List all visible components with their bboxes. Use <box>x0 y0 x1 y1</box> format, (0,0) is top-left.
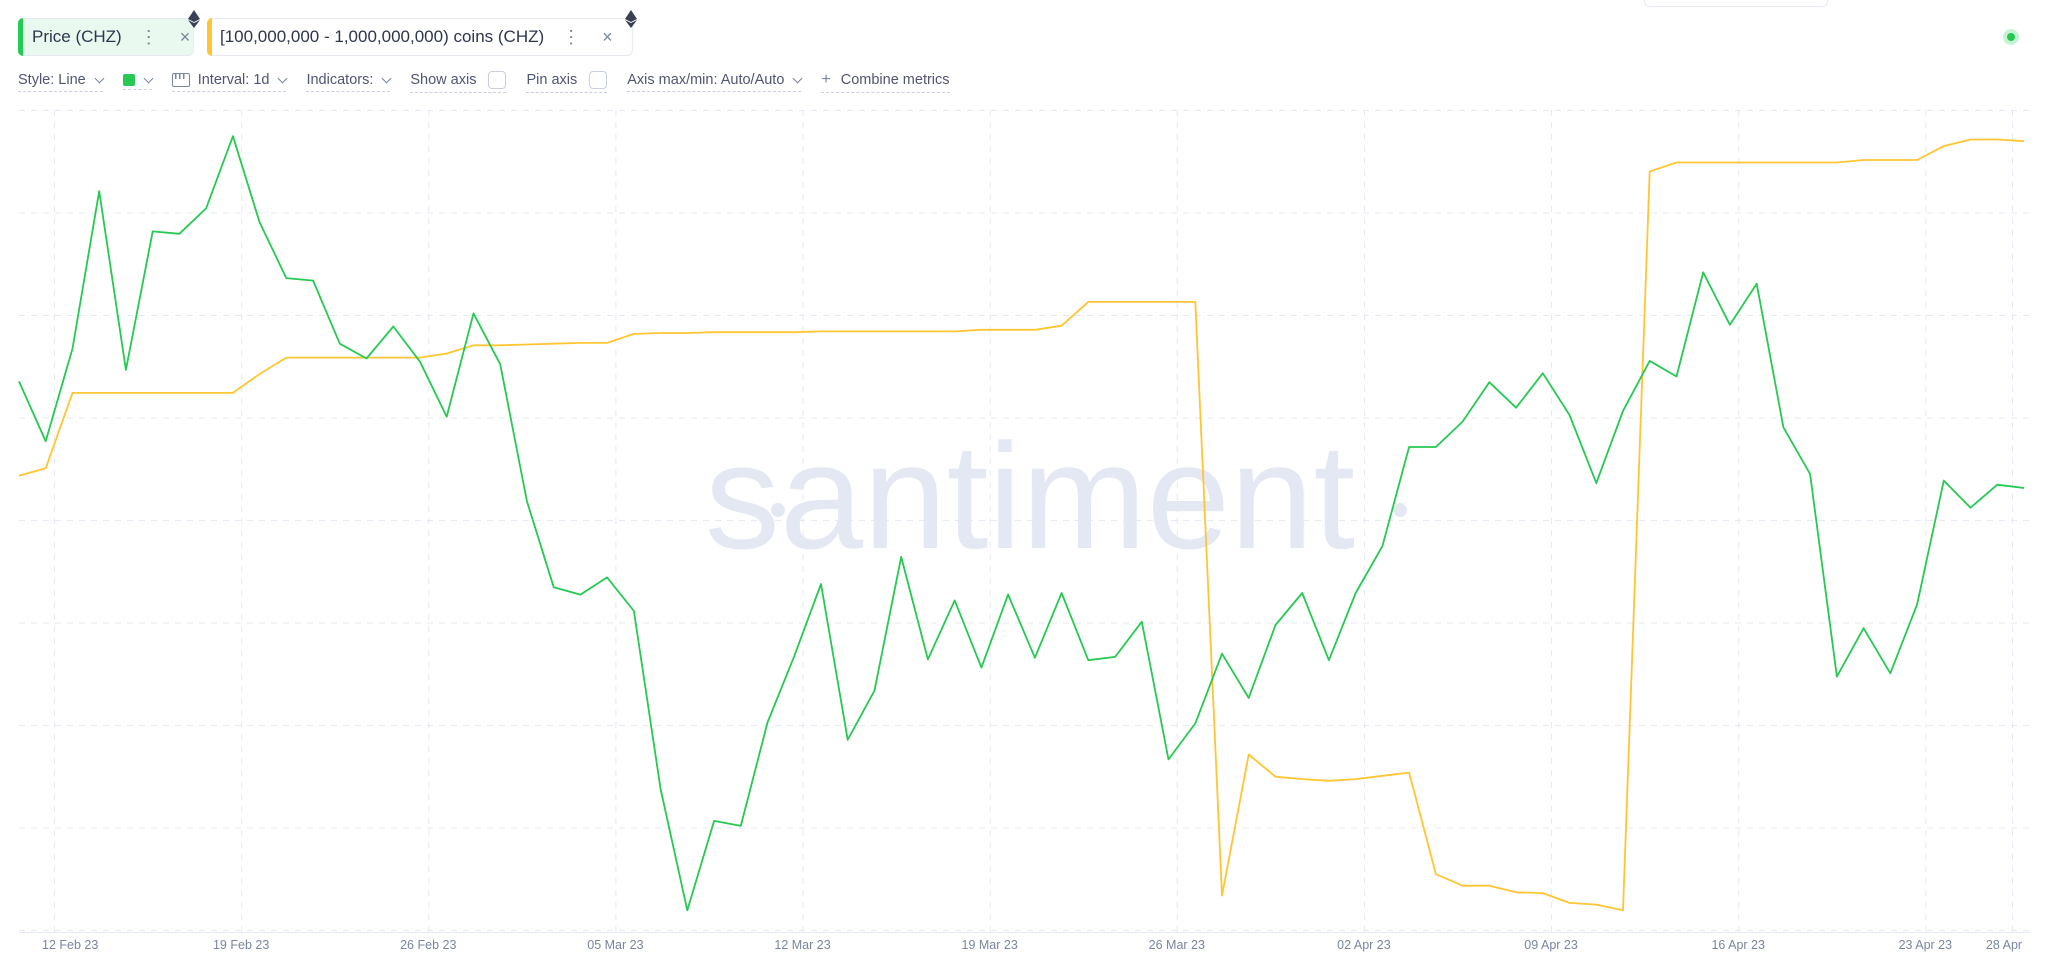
watermark-dot-right <box>1393 503 1407 517</box>
x-tick-label: 12 Mar 23 <box>774 938 830 952</box>
metric-color-bar <box>18 18 23 56</box>
watermark-dot-left <box>771 503 785 517</box>
combine-metrics-button[interactable]: + Combine metrics <box>821 71 950 93</box>
close-icon[interactable]: × <box>179 26 191 47</box>
color-swatch <box>122 74 135 86</box>
santiment-watermark: santiment <box>705 412 1355 580</box>
x-tick-label: 23 Apr 23 <box>1899 938 1953 952</box>
chart-grid <box>19 110 2030 933</box>
x-tick-label: 05 Mar 23 <box>587 938 643 952</box>
metric-pill-coins[interactable]: [100,000,000 - 1,000,000,000) coins (CHZ… <box>207 18 633 56</box>
x-tick-label: 12 Feb 23 <box>42 938 98 952</box>
show-axis-label: Show axis <box>410 72 477 88</box>
chart-toolbar: Style: Line Interval: 1d Indicators: Sho… <box>18 70 970 94</box>
style-label: Style: Line <box>18 72 86 88</box>
x-axis-ticks: 12 Feb 23 19 Feb 23 26 Feb 23 05 Mar 23 12 M… <box>42 938 2022 952</box>
series-line-0 <box>18 135 2025 912</box>
x-tick-label: 09 Apr 23 <box>1524 938 1578 952</box>
live-status-indicator <box>2003 29 2019 45</box>
x-tick-label: 16 Apr 23 <box>1711 938 1765 952</box>
show-axis-checkbox[interactable] <box>488 71 507 89</box>
chevron-down-icon <box>143 73 154 83</box>
pin-axis-checkbox[interactable] <box>589 71 608 89</box>
interval-dropdown[interactable]: Interval: 1d <box>171 72 288 92</box>
metric-label: Price (CHZ) <box>32 27 122 46</box>
interval-label: Interval: 1d <box>197 72 270 88</box>
metric-color-bar <box>207 18 212 56</box>
x-tick-label: 02 Apr 23 <box>1337 938 1391 952</box>
x-tick-label: 19 Feb 23 <box>213 938 269 952</box>
price-chart[interactable]: santiment 12 Feb 23 19 Feb 23 26 Feb 23 05 … <box>0 100 2048 962</box>
axis-maxmin-label: Axis max/min: Auto/Auto <box>627 72 785 88</box>
chevron-down-icon <box>792 73 803 83</box>
x-tick-label: 26 Mar 23 <box>1149 938 1205 952</box>
chevron-down-icon <box>94 73 105 83</box>
show-axis-toggle[interactable]: Show axis <box>410 71 507 93</box>
combine-metrics-label: Combine metrics <box>840 72 950 88</box>
more-options-icon[interactable]: ⋮ <box>562 26 581 47</box>
pin-axis-toggle[interactable]: Pin axis <box>526 71 608 93</box>
metric-pill-price[interactable]: Price (CHZ) ⋮ × <box>18 18 194 56</box>
indicators-dropdown[interactable]: Indicators: <box>306 72 392 92</box>
x-tick-label: 26 Feb 23 <box>400 938 456 952</box>
close-icon[interactable]: × <box>602 26 613 47</box>
color-picker[interactable] <box>122 73 154 90</box>
x-tick-label: 19 Mar 23 <box>962 938 1018 952</box>
style-dropdown[interactable]: Style: Line <box>18 72 105 92</box>
more-options-icon[interactable]: ⋮ <box>139 26 158 47</box>
ethereum-icon <box>625 10 637 28</box>
chart-series <box>18 135 2025 912</box>
ethereum-icon <box>188 10 200 28</box>
axis-maxmin-dropdown[interactable]: Axis max/min: Auto/Auto <box>627 72 803 92</box>
chevron-down-icon <box>381 73 392 83</box>
pin-axis-label: Pin axis <box>526 72 578 88</box>
top-panel-edge <box>1644 0 1828 7</box>
chevron-down-icon <box>278 73 288 83</box>
indicators-label: Indicators: <box>306 72 374 88</box>
x-tick-label: 28 Apr <box>1986 938 2022 952</box>
metric-label: [100,000,000 - 1,000,000,000) coins (CHZ… <box>220 27 545 46</box>
series-line-1 <box>18 138 2025 912</box>
ruler-icon <box>171 73 190 87</box>
plus-icon: + <box>821 71 831 88</box>
